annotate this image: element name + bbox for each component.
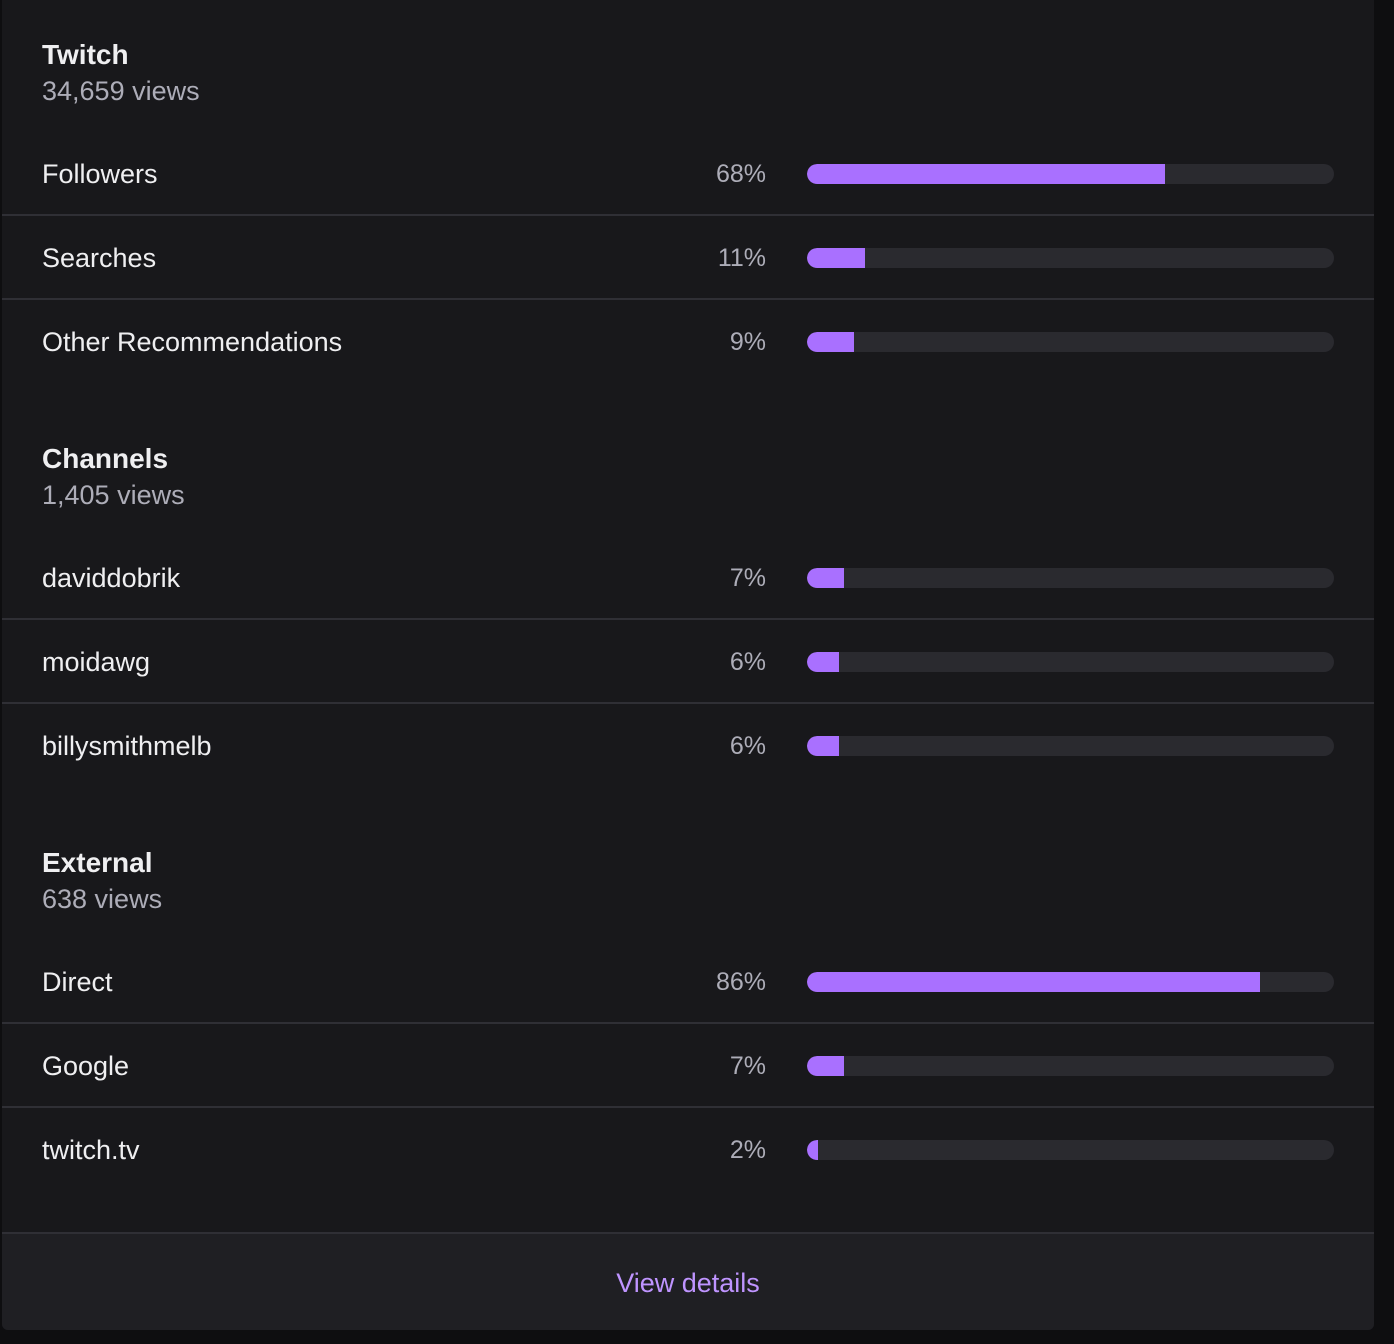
referral-label: twitch.tv — [42, 1135, 140, 1165]
referral-label: Google — [42, 1051, 130, 1081]
referral-label: Direct — [42, 967, 113, 997]
view-details-link[interactable]: View details — [616, 1268, 760, 1298]
referral-bar-track — [807, 248, 1334, 268]
referral-label: Searches — [42, 243, 157, 273]
referral-bar-track — [807, 332, 1334, 352]
referral-bar-track — [807, 164, 1334, 184]
referral-bar-track — [807, 1056, 1334, 1076]
referral-bar-track — [807, 568, 1334, 588]
referral-bar-track — [807, 972, 1334, 992]
section-title: External — [42, 847, 153, 878]
referral-row: daviddobrik 7% — [2, 536, 1374, 620]
section-header-twitch: Twitch 34,659 views — [42, 38, 200, 108]
referral-bar-fill — [807, 736, 839, 756]
referral-bar-fill — [807, 1140, 818, 1160]
referral-bar-track — [807, 736, 1334, 756]
referrals-card: Twitch 34,659 views Followers 68% Search… — [2, 0, 1374, 1330]
referral-bar-fill — [807, 1056, 844, 1076]
section-header-channels: Channels 1,405 views — [42, 442, 185, 512]
referral-bar-track — [807, 652, 1334, 672]
referral-percent: 6% — [729, 732, 766, 760]
referral-row: twitch.tv 2% — [2, 1108, 1374, 1192]
referral-row: Searches 11% — [2, 216, 1374, 300]
section-views: 1,405 views — [42, 480, 185, 510]
referral-row: moidawg 6% — [2, 620, 1374, 704]
card-footer: View details — [2, 1232, 1374, 1330]
referral-percent: 2% — [729, 1136, 766, 1164]
referral-bar-fill — [807, 332, 855, 352]
referral-label: Other Recommendations — [42, 327, 343, 357]
referral-percent: 86% — [715, 968, 766, 996]
referral-label: moidawg — [42, 647, 151, 677]
section-title: Twitch — [42, 39, 129, 70]
referral-row: Other Recommendations 9% — [2, 300, 1374, 384]
referral-row: billysmithmelb 6% — [2, 704, 1374, 788]
referral-bar-fill — [807, 248, 865, 268]
referral-row: Direct 86% — [2, 940, 1374, 1024]
referral-bar-fill — [807, 972, 1261, 992]
referral-label: billysmithmelb — [42, 731, 212, 761]
referral-bar-fill — [807, 164, 1166, 184]
referral-percent: 7% — [729, 1052, 766, 1080]
section-views: 34,659 views — [42, 76, 200, 106]
referral-row: Followers 68% — [2, 132, 1374, 216]
referral-bar-fill — [807, 652, 839, 672]
referral-bar-track — [807, 1140, 1334, 1160]
section-header-external: External 638 views — [42, 846, 162, 916]
referral-percent: 11% — [717, 244, 766, 272]
section-title: Channels — [42, 443, 169, 474]
referral-percent: 7% — [729, 564, 766, 592]
section-views: 638 views — [42, 884, 163, 914]
referral-label: Followers — [42, 159, 158, 189]
referral-row: Google 7% — [2, 1024, 1374, 1108]
referral-bar-fill — [807, 568, 844, 588]
referral-label: daviddobrik — [42, 563, 181, 593]
referral-percent: 6% — [729, 648, 766, 676]
referral-percent: 9% — [729, 328, 766, 356]
referral-percent: 68% — [715, 160, 766, 188]
